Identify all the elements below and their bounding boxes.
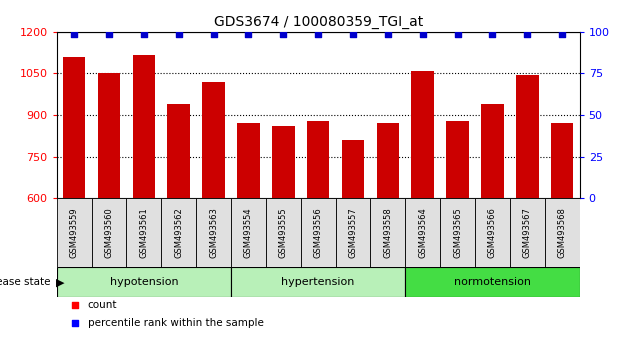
Text: normotension: normotension	[454, 277, 531, 287]
Bar	[307, 121, 329, 198]
Text: GSM493554: GSM493554	[244, 207, 253, 258]
Bar	[405, 267, 580, 297]
Point	[418, 32, 428, 37]
Bar	[231, 198, 266, 267]
Text: ▶: ▶	[56, 277, 64, 287]
Bar	[132, 56, 155, 198]
Text: GSM493557: GSM493557	[348, 207, 357, 258]
Point	[174, 32, 184, 37]
Bar	[168, 104, 190, 198]
Bar	[272, 126, 295, 198]
Bar	[127, 198, 161, 267]
Point	[348, 32, 358, 37]
Text: GSM493565: GSM493565	[453, 207, 462, 258]
Text: GSM493568: GSM493568	[558, 207, 566, 258]
Bar	[411, 71, 434, 198]
Bar	[237, 124, 260, 198]
Text: percentile rank within the sample: percentile rank within the sample	[88, 318, 263, 328]
Bar	[446, 121, 469, 198]
Text: GSM493562: GSM493562	[175, 207, 183, 258]
Bar	[551, 124, 573, 198]
Bar	[196, 198, 231, 267]
Point	[373, 252, 383, 258]
Point	[243, 32, 253, 37]
Bar	[516, 75, 539, 198]
Point	[104, 32, 114, 37]
Point	[69, 32, 79, 37]
Bar	[370, 198, 405, 267]
Text: GSM493561: GSM493561	[139, 207, 148, 258]
Bar	[405, 198, 440, 267]
Point	[557, 32, 567, 37]
Point	[139, 32, 149, 37]
Point	[278, 32, 289, 37]
Title: GDS3674 / 100080359_TGI_at: GDS3674 / 100080359_TGI_at	[214, 16, 423, 29]
Bar	[57, 198, 91, 267]
Point	[383, 32, 393, 37]
Bar	[231, 267, 405, 297]
Bar	[440, 198, 475, 267]
Bar	[63, 57, 86, 198]
Text: GSM493560: GSM493560	[105, 207, 113, 258]
Text: count: count	[88, 300, 117, 310]
Text: GSM493558: GSM493558	[384, 207, 392, 258]
Point	[488, 32, 498, 37]
Point	[522, 32, 532, 37]
Bar	[475, 198, 510, 267]
Bar	[57, 267, 231, 297]
Bar	[545, 198, 580, 267]
Bar	[91, 198, 127, 267]
Text: hypertension: hypertension	[282, 277, 355, 287]
Text: GSM493559: GSM493559	[70, 207, 79, 258]
Bar	[266, 198, 301, 267]
Point	[373, 93, 383, 99]
Bar	[481, 104, 504, 198]
Bar	[161, 198, 196, 267]
Bar	[336, 198, 370, 267]
Bar	[98, 74, 120, 198]
Text: GSM493556: GSM493556	[314, 207, 323, 258]
Text: GSM493566: GSM493566	[488, 207, 497, 258]
Point	[452, 32, 462, 37]
Text: GSM493567: GSM493567	[523, 207, 532, 258]
Bar	[377, 124, 399, 198]
Text: GSM493564: GSM493564	[418, 207, 427, 258]
Bar	[301, 198, 336, 267]
Point	[209, 32, 219, 37]
Bar	[202, 82, 225, 198]
Text: hypotension: hypotension	[110, 277, 178, 287]
Bar	[341, 140, 364, 198]
Point	[313, 32, 323, 37]
Text: GSM493563: GSM493563	[209, 207, 218, 258]
Text: GSM493555: GSM493555	[279, 207, 288, 258]
Bar	[510, 198, 545, 267]
Text: disease state: disease state	[0, 277, 54, 287]
